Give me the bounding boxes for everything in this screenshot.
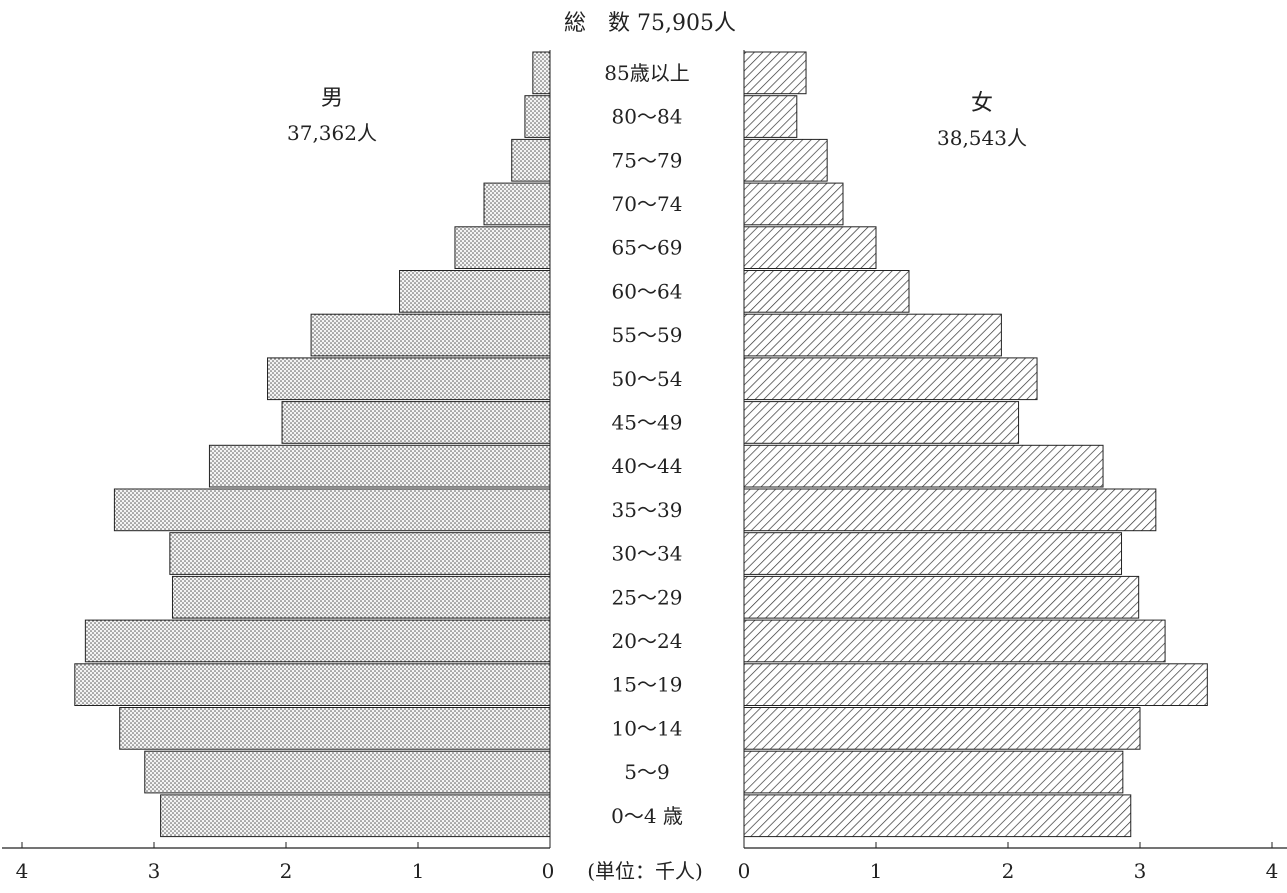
category-label-12: 25～29 [612,585,683,609]
bar-male-10 [113,488,551,532]
category-label-0: 85歳以上 [604,61,689,85]
category-label-10: 35～39 [612,498,683,522]
male-series-label: 男 [321,86,343,111]
bar-male-3 [483,182,551,226]
male-tick-label-3: 3 [148,859,161,883]
category-label-9: 40～44 [612,454,683,478]
male-tick-label-4: 4 [16,859,29,883]
bar-female-2 [743,138,828,182]
bar-male-7 [267,357,551,401]
category-label-3: 70～74 [612,192,683,216]
bar-female-11 [743,532,1123,575]
bar-male-2 [511,138,551,182]
age-group-labels: 85歳以上 80～84 75～79 70～74 65～69 60～64 55～59 50～54… [604,61,689,828]
male-tick-label-1: 1 [412,859,425,883]
bar-male-8 [281,401,551,444]
bar-female-5 [743,270,910,313]
bar-male-6 [310,313,551,357]
bar-female-9 [743,444,1104,488]
x-axes: 0 1 1 2 2 3 3 4 4 0 [2,50,1287,883]
female-bars [743,51,1208,838]
bar-male-9 [208,444,551,488]
female-tick-label-4: 4 [1266,859,1279,883]
bar-female-14 [743,663,1208,706]
female-tick-label-0: 0 [738,859,751,883]
category-label-16: 5～9 [624,760,669,784]
category-label-17: 0～4 歳 [611,804,683,828]
bar-female-6 [743,313,1002,357]
bar-female-16 [743,750,1124,794]
bar-female-3 [743,182,844,226]
female-series-label: 女 [971,91,993,116]
category-label-7: 50～54 [612,367,683,391]
category-label-13: 20～24 [612,629,683,653]
bar-male-13 [84,619,551,663]
category-label-6: 55～59 [612,323,683,347]
category-label-1: 80～84 [612,105,683,129]
bar-male-1 [524,95,551,138]
chart-title: 総 数 75,905人 [564,11,736,36]
female-tick-label-3: 3 [1134,859,1147,883]
bar-female-7 [743,357,1038,401]
bar-female-0 [743,51,807,95]
bar-female-12 [743,575,1140,619]
bar-female-1 [743,95,798,138]
male-bars [74,51,551,838]
bar-male-15 [119,707,551,750]
bar-male-4 [454,226,551,270]
bar-female-13 [743,619,1166,663]
bar-male-11 [169,532,551,575]
category-label-8: 45～49 [612,410,683,434]
unit-label: (単位：千人) [587,859,703,883]
category-label-4: 65～69 [612,236,683,260]
bar-male-12 [171,575,551,619]
category-label-15: 10～14 [612,716,683,740]
bar-male-14 [74,663,551,706]
bar-female-17 [743,794,1132,838]
male-total-label: 37,362人 [287,121,377,145]
bar-male-5 [399,270,551,313]
bar-female-4 [743,226,877,270]
female-tick-label-1: 1 [870,859,883,883]
bar-female-8 [743,401,1020,444]
category-label-2: 75～79 [612,148,683,172]
male-tick-label-2: 2 [280,859,293,883]
category-label-11: 30～34 [612,542,683,566]
bar-male-17 [160,794,551,838]
bar-male-16 [144,750,551,794]
bar-female-10 [743,488,1157,532]
female-total-label: 38,543人 [937,126,1027,150]
bar-male-0 [532,51,551,95]
male-tick-label-0: 0 [542,859,555,883]
category-label-5: 60～64 [612,279,683,303]
female-tick-label-2: 2 [1002,859,1015,883]
bar-female-15 [743,707,1141,750]
category-label-14: 15～19 [612,673,683,697]
